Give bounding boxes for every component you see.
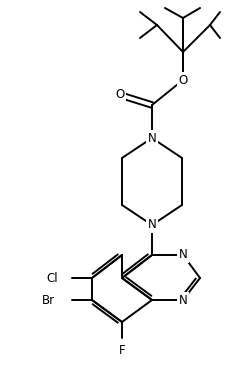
Text: O: O bbox=[115, 88, 124, 102]
Text: F: F bbox=[118, 344, 125, 357]
Text: N: N bbox=[178, 294, 187, 307]
Text: N: N bbox=[147, 219, 156, 231]
Text: Cl: Cl bbox=[46, 271, 58, 285]
Text: O: O bbox=[178, 74, 187, 86]
Text: N: N bbox=[178, 249, 187, 262]
Text: N: N bbox=[147, 131, 156, 145]
Text: Br: Br bbox=[42, 294, 55, 307]
